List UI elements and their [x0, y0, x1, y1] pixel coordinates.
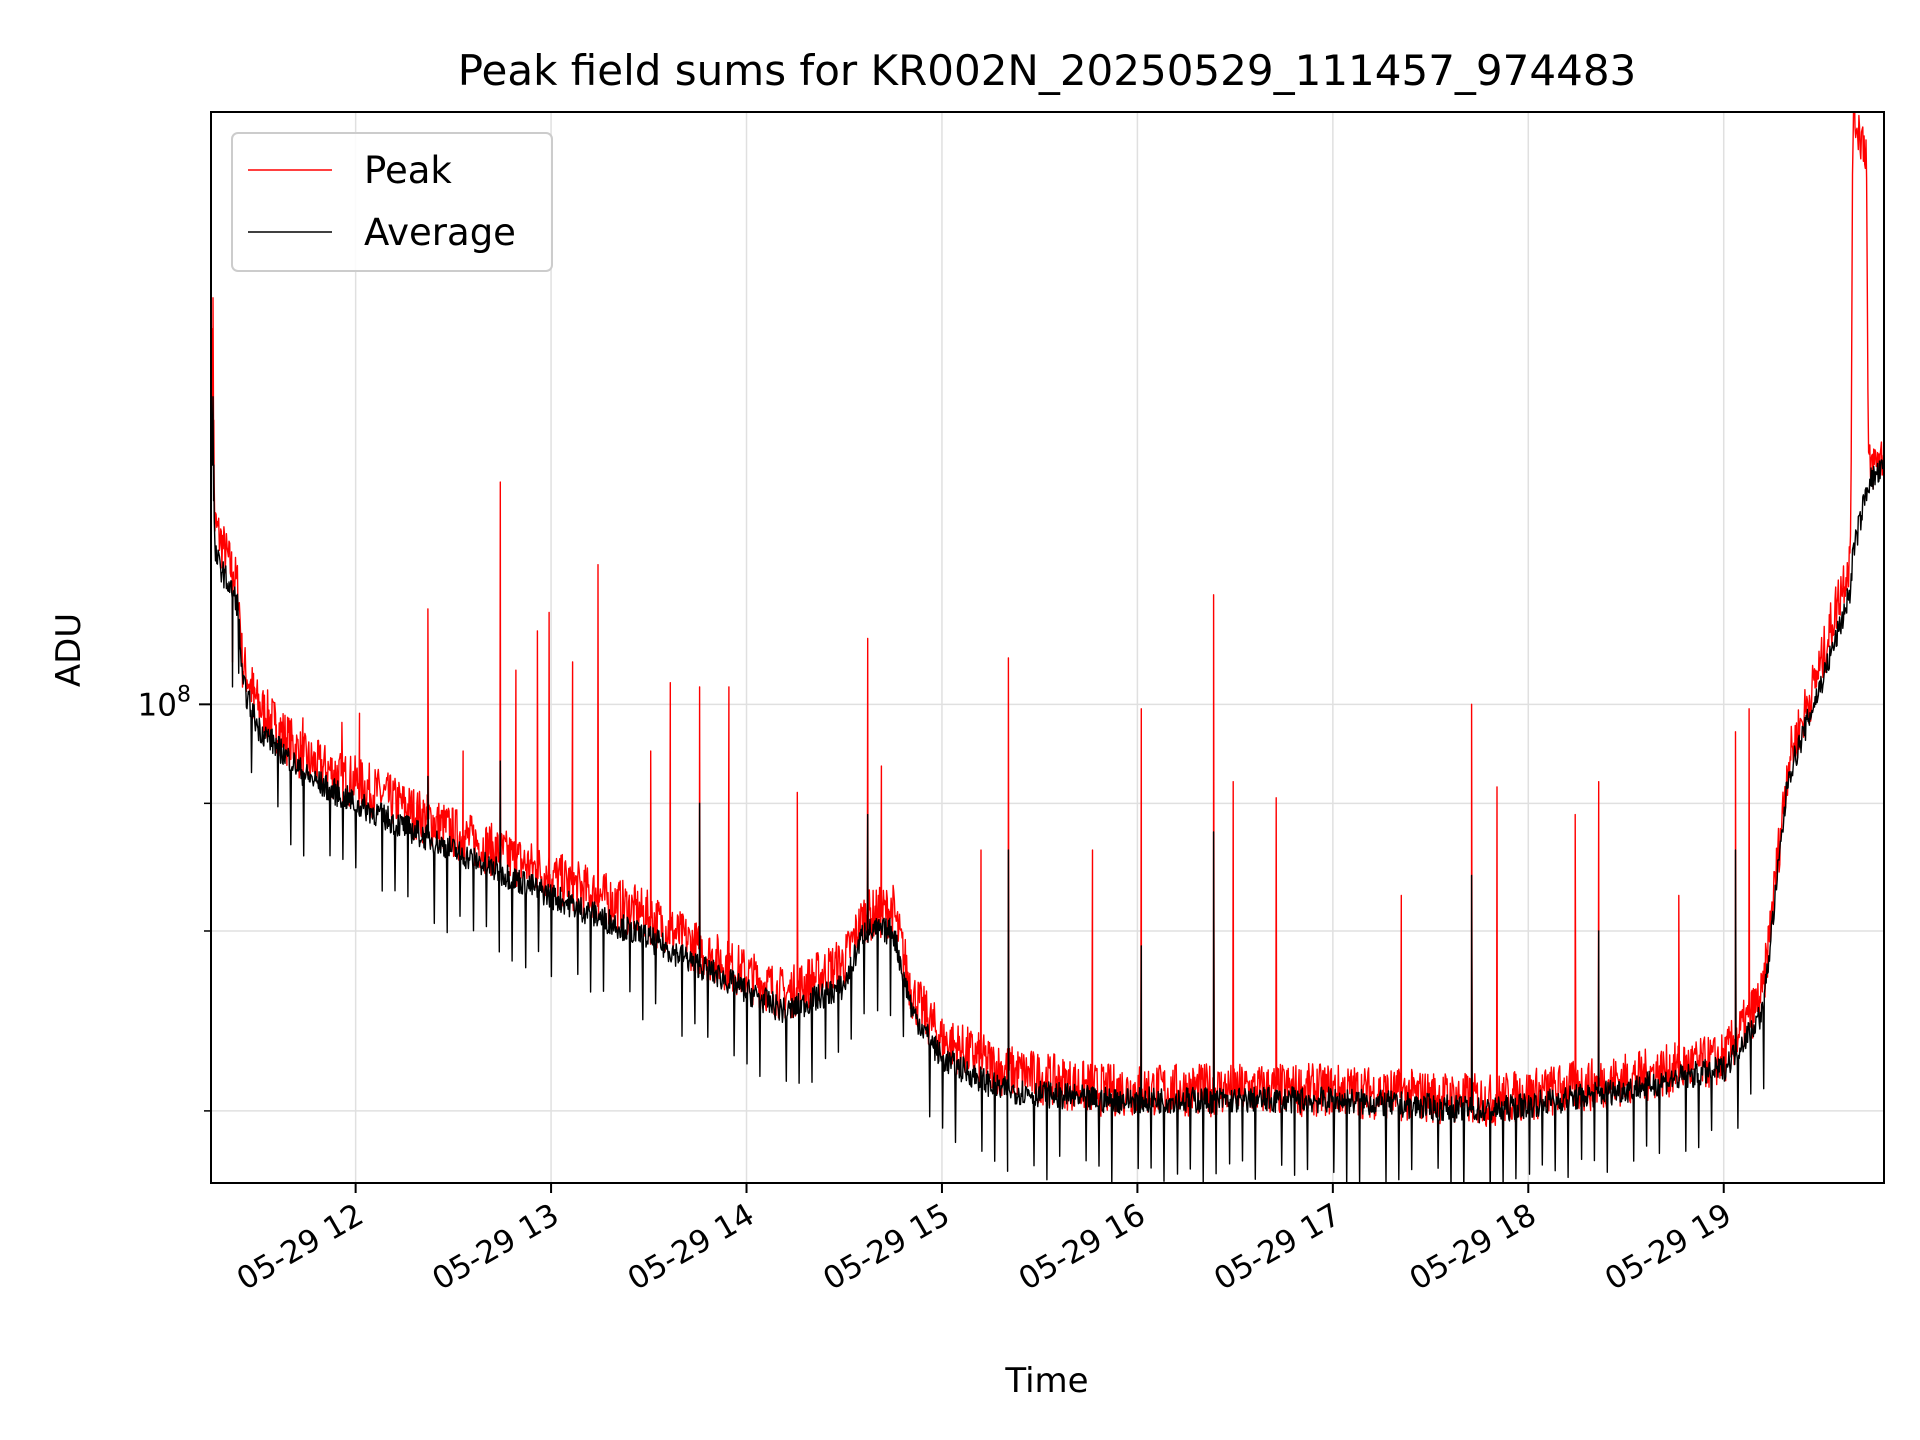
y-axis-label: ADU	[49, 613, 89, 687]
legend: Peak Average	[231, 132, 553, 272]
legend-label-average: Average	[364, 211, 516, 254]
y-tick-label: 108	[138, 682, 191, 723]
plot-frame	[210, 111, 1885, 1184]
legend-box	[231, 132, 553, 272]
plot-area	[211, 112, 1884, 1183]
legend-label-peak: Peak	[364, 149, 452, 192]
y-axis: 108	[138, 682, 211, 1112]
chart-title: Peak field sums for KR002N_20250529_1114…	[458, 46, 1637, 95]
x-axis-label: Time	[1004, 1361, 1088, 1401]
series-line-average	[211, 377, 1884, 1183]
